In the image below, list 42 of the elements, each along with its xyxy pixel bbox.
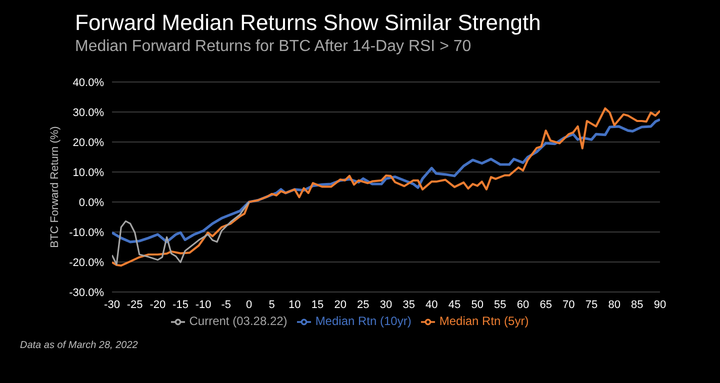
x-tick-label: -10 [195, 298, 212, 311]
y-tick-label: 0.0% [78, 196, 104, 209]
x-tick-label: 55 [494, 298, 506, 311]
line-series [112, 201, 250, 266]
y-tick-label: -30.0% [69, 286, 104, 299]
chart-subtitle: Median Forward Returns for BTC After 14-Day RSI > 70 [75, 38, 472, 56]
x-tick-label: 10 [288, 298, 301, 311]
y-tick-label: -10.0% [69, 226, 104, 239]
x-tick-label: 30 [380, 298, 392, 311]
x-tick-label: 90 [654, 298, 666, 311]
x-tick-label: 70 [562, 298, 575, 311]
line-series [112, 107, 660, 267]
x-tick-label: 45 [448, 298, 461, 311]
y-tick-label: 10.0% [72, 166, 104, 179]
x-tick-label: 0 [246, 298, 252, 311]
x-tick-label: -25 [126, 298, 143, 311]
x-tick-label: 20 [334, 298, 346, 311]
y-tick-label: 30.0% [72, 106, 104, 119]
legend-label: Current (03.28.22) [189, 314, 288, 328]
y-tick-label: -20.0% [69, 256, 104, 269]
y-tick-label: 40.0% [72, 76, 104, 89]
x-tick-label: 35 [402, 298, 415, 311]
y-axis-title: BTC Forward Return (%) [48, 126, 61, 248]
x-tick-label: 50 [471, 298, 484, 311]
x-tick-label: 5 [268, 298, 275, 311]
x-tick-label: -20 [150, 298, 166, 311]
x-tick-label: -30 [104, 298, 120, 311]
x-tick-label: -5 [221, 298, 232, 311]
legend-label: Median Rtn (10yr) [315, 314, 412, 328]
x-tick-label: 75 [585, 298, 598, 311]
chart-title: Forward Median Returns Show Similar Strength [75, 10, 541, 36]
legend-label: Median Rtn (5yr) [439, 314, 529, 328]
x-tick-label: 60 [516, 298, 530, 311]
x-tick-label: 15 [311, 298, 324, 311]
x-tick-label: -15 [172, 298, 188, 311]
text: Data as of March 28, 2022 [20, 340, 138, 351]
y-tick-label: 20.0% [72, 136, 104, 149]
x-tick-label: 65 [540, 298, 552, 311]
x-tick-label: 85 [631, 298, 644, 311]
x-tick-label: 40 [426, 298, 438, 311]
x-tick-label: 25 [357, 298, 370, 311]
x-tick-label: 80 [608, 298, 620, 311]
